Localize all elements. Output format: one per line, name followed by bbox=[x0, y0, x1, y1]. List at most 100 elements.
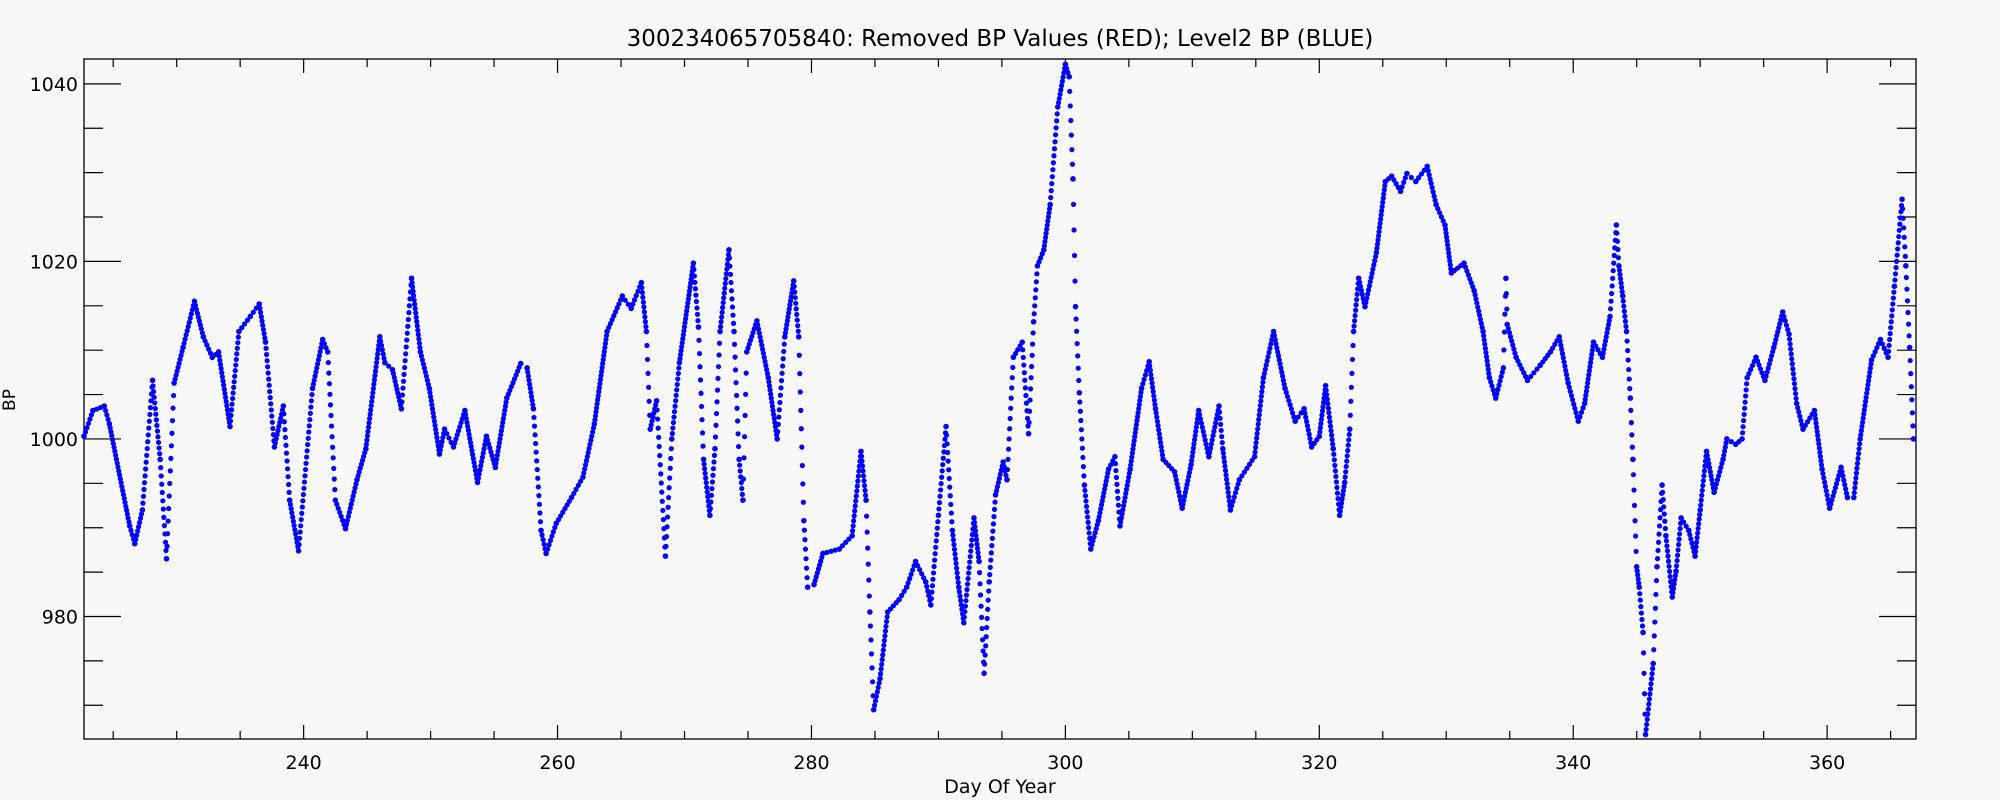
data-point bbox=[318, 345, 324, 351]
data-point bbox=[1666, 563, 1672, 569]
data-point bbox=[271, 444, 278, 450]
data-point bbox=[113, 452, 119, 458]
data-point bbox=[1004, 476, 1010, 483]
data-point bbox=[1099, 498, 1105, 504]
data-point bbox=[1380, 195, 1386, 201]
data-point bbox=[1416, 175, 1422, 181]
data-point bbox=[468, 443, 474, 450]
data-point bbox=[1108, 462, 1114, 468]
data-point bbox=[967, 559, 973, 565]
data-point bbox=[1825, 496, 1831, 503]
data-point bbox=[170, 405, 176, 411]
data-point bbox=[779, 370, 785, 376]
data-point bbox=[273, 436, 279, 442]
data-point bbox=[268, 407, 274, 413]
data-point bbox=[1899, 206, 1906, 212]
data-point bbox=[1028, 375, 1034, 381]
data-point bbox=[995, 479, 1002, 486]
data-point bbox=[1644, 716, 1650, 722]
x-tick-label: 260 bbox=[539, 752, 575, 774]
data-point bbox=[1348, 384, 1355, 390]
data-point bbox=[118, 480, 124, 486]
data-point bbox=[874, 689, 880, 695]
data-point bbox=[987, 564, 993, 570]
data-point bbox=[372, 368, 379, 374]
data-point bbox=[549, 533, 555, 539]
data-point bbox=[438, 443, 444, 449]
data-point bbox=[1076, 377, 1082, 384]
data-point bbox=[1485, 366, 1491, 372]
data-point bbox=[1697, 507, 1703, 513]
data-point bbox=[147, 411, 153, 418]
data-point bbox=[1330, 445, 1337, 452]
data-point bbox=[152, 405, 158, 412]
data-point bbox=[266, 382, 272, 388]
data-point bbox=[1130, 442, 1137, 448]
y-tick-label: 1000 bbox=[30, 429, 78, 451]
data-point bbox=[536, 493, 542, 499]
data-point bbox=[334, 501, 340, 507]
data-point bbox=[1007, 415, 1013, 422]
data-point bbox=[286, 481, 292, 488]
data-point bbox=[185, 323, 191, 330]
data-point bbox=[232, 368, 238, 374]
data-point bbox=[1355, 275, 1362, 282]
data-point bbox=[278, 415, 284, 421]
data-point bbox=[1620, 298, 1626, 304]
data-point bbox=[1630, 472, 1637, 478]
data-point bbox=[276, 423, 282, 430]
data-point bbox=[1677, 526, 1683, 532]
data-point bbox=[966, 564, 972, 571]
data-point bbox=[502, 407, 508, 413]
data-point bbox=[528, 389, 534, 396]
data-point bbox=[1320, 404, 1326, 410]
data-point bbox=[1707, 469, 1713, 475]
data-point bbox=[500, 415, 507, 422]
data-point bbox=[1225, 485, 1231, 491]
data-point bbox=[529, 397, 535, 404]
data-point bbox=[502, 403, 509, 409]
data-point bbox=[1857, 436, 1863, 442]
data-point bbox=[1632, 518, 1638, 524]
data-point bbox=[1500, 365, 1507, 371]
data-point bbox=[1189, 457, 1195, 464]
data-point bbox=[1276, 357, 1282, 363]
data-point bbox=[710, 466, 717, 472]
data-point bbox=[755, 326, 762, 332]
data-point bbox=[601, 349, 607, 355]
data-point bbox=[395, 390, 401, 396]
data-point bbox=[1497, 378, 1503, 384]
data-point bbox=[759, 342, 765, 348]
data-point bbox=[663, 533, 670, 540]
data-point bbox=[1748, 366, 1754, 373]
data-point bbox=[257, 305, 263, 311]
data-point bbox=[696, 350, 703, 357]
data-point bbox=[1473, 296, 1479, 302]
data-point bbox=[1619, 289, 1625, 295]
data-point bbox=[1617, 271, 1623, 278]
data-point bbox=[1663, 532, 1669, 539]
data-point bbox=[715, 375, 721, 382]
data-point bbox=[939, 468, 945, 474]
data-point bbox=[596, 385, 602, 391]
data-point bbox=[259, 318, 265, 324]
data-point bbox=[1000, 459, 1006, 465]
data-point bbox=[183, 332, 189, 338]
data-point bbox=[1049, 174, 1055, 180]
data-point bbox=[1585, 380, 1591, 386]
data-point bbox=[1129, 454, 1135, 460]
data-point bbox=[1505, 325, 1511, 332]
data-point bbox=[1897, 221, 1903, 227]
data-point bbox=[651, 410, 657, 416]
data-point bbox=[1817, 453, 1824, 460]
data-point bbox=[335, 505, 341, 511]
data-point bbox=[413, 310, 419, 316]
data-point bbox=[657, 462, 663, 468]
data-point bbox=[1134, 418, 1140, 424]
data-point bbox=[421, 365, 427, 371]
data-point bbox=[669, 430, 675, 437]
data-point bbox=[878, 666, 884, 672]
data-point bbox=[1641, 670, 1647, 676]
data-point bbox=[1673, 563, 1680, 569]
